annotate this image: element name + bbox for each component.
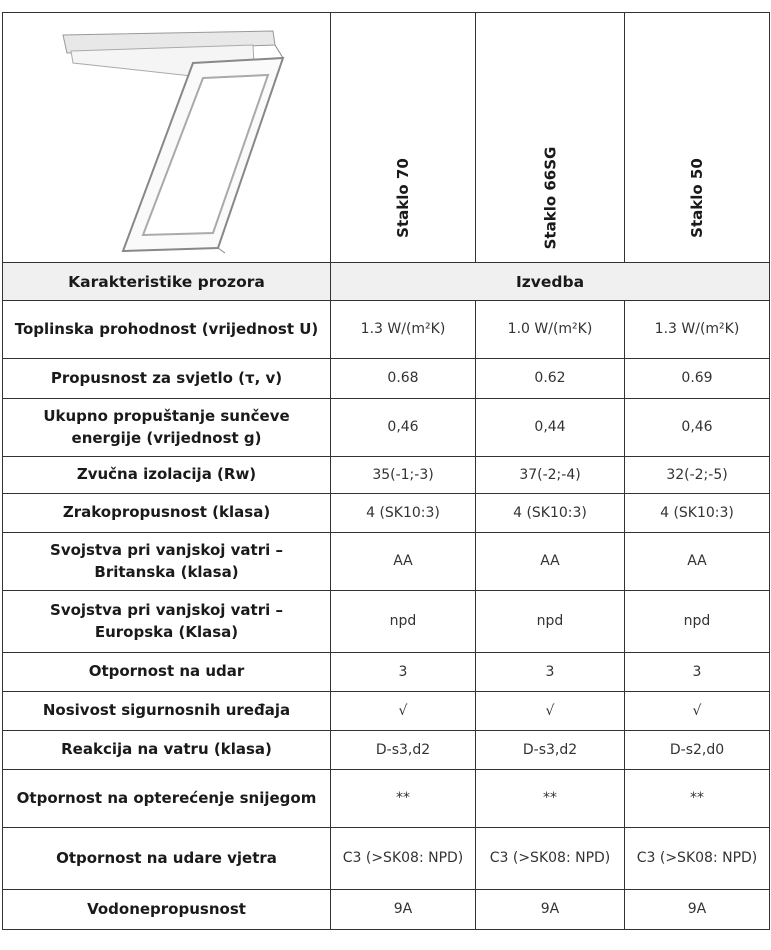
cell-value: D-s3,d2 xyxy=(476,731,625,770)
column-title: Staklo 50 xyxy=(688,158,706,238)
row-label: Otpornost na udar xyxy=(3,653,331,692)
table-row: Toplinska prohodnost (vrijednost U)1.3 W… xyxy=(3,301,770,359)
cell-value: D-s3,d2 xyxy=(331,731,476,770)
row-label: Svojstva pri vanjskoj vatri – Europska (… xyxy=(3,591,331,653)
section-value: Izvedba xyxy=(331,263,770,301)
cell-value: ** xyxy=(331,770,476,828)
row-label: Vodonepropusnost xyxy=(3,890,331,930)
product-image-cell xyxy=(3,13,331,263)
cell-value: AA xyxy=(331,533,476,591)
cell-value: √ xyxy=(476,692,625,731)
table-row: Otpornost na opterećenje snijegom****** xyxy=(3,770,770,828)
column-title: Staklo 66SG xyxy=(541,147,559,250)
cell-value: 0.69 xyxy=(625,359,770,399)
section-row: Karakteristike prozora Izvedba xyxy=(3,263,770,301)
cell-value: 0,46 xyxy=(331,399,476,457)
row-label: Otpornost na opterećenje snijegom xyxy=(3,770,331,828)
cell-value: npd xyxy=(476,591,625,653)
table-row: Zrakopropusnost (klasa)4 (SK10:3)4 (SK10… xyxy=(3,494,770,533)
cell-value: 0.68 xyxy=(331,359,476,399)
page: {"header": {"columns": ["Staklo 70", "St… xyxy=(0,0,771,950)
cell-value: 9A xyxy=(476,890,625,930)
cell-value: 1.0 W/(m²K) xyxy=(476,301,625,359)
cell-value: 1.3 W/(m²K) xyxy=(625,301,770,359)
column-header: Staklo 66SG xyxy=(476,13,625,263)
section-label: Karakteristike prozora xyxy=(3,263,331,301)
row-label: Ukupno propuštanje sunčeve energije (vri… xyxy=(3,399,331,457)
table-row: Svojstva pri vanjskoj vatri – Britanska … xyxy=(3,533,770,591)
cell-value: AA xyxy=(476,533,625,591)
cell-value: 32(-2;-5) xyxy=(625,457,770,494)
column-header: Staklo 70 xyxy=(331,13,476,263)
row-label: Zvučna izolacija (Rw) xyxy=(3,457,331,494)
cell-value: 4 (SK10:3) xyxy=(476,494,625,533)
table-row: Zvučna izolacija (Rw)35(-1;-3)37(-2;-4)3… xyxy=(3,457,770,494)
cell-value: npd xyxy=(331,591,476,653)
cell-value: C3 (>SK08: NPD) xyxy=(476,828,625,890)
column-title: Staklo 70 xyxy=(394,158,412,238)
cell-value: 37(-2;-4) xyxy=(476,457,625,494)
cell-value: 4 (SK10:3) xyxy=(331,494,476,533)
cell-value: ** xyxy=(476,770,625,828)
cell-value: 3 xyxy=(331,653,476,692)
cell-value: 0,44 xyxy=(476,399,625,457)
cell-value: 3 xyxy=(625,653,770,692)
spec-table: Staklo 70 Staklo 66SG Staklo 50 Karakter… xyxy=(2,12,770,930)
cell-value: ** xyxy=(625,770,770,828)
cell-value: C3 (>SK08: NPD) xyxy=(331,828,476,890)
cell-value: 3 xyxy=(476,653,625,692)
row-label: Zrakopropusnost (klasa) xyxy=(3,494,331,533)
table-row: Nosivost sigurnosnih uređaja√√√ xyxy=(3,692,770,731)
row-label: Otpornost na udare vjetra xyxy=(3,828,331,890)
cell-value: 1.3 W/(m²K) xyxy=(331,301,476,359)
table-row: Svojstva pri vanjskoj vatri – Europska (… xyxy=(3,591,770,653)
cell-value: C3 (>SK08: NPD) xyxy=(625,828,770,890)
column-header: Staklo 50 xyxy=(625,13,770,263)
table-row: Ukupno propuštanje sunčeve energije (vri… xyxy=(3,399,770,457)
row-label: Reakcija na vatru (klasa) xyxy=(3,731,331,770)
cell-value: 4 (SK10:3) xyxy=(625,494,770,533)
cell-value: √ xyxy=(625,692,770,731)
cell-value: 9A xyxy=(331,890,476,930)
row-label: Toplinska prohodnost (vrijednost U) xyxy=(3,301,331,359)
row-label: Propusnost za svjetlo (τ, v) xyxy=(3,359,331,399)
cell-value: 0.62 xyxy=(476,359,625,399)
cell-value: D-s2,d0 xyxy=(625,731,770,770)
cell-value: 9A xyxy=(625,890,770,930)
cell-value: npd xyxy=(625,591,770,653)
cell-value: AA xyxy=(625,533,770,591)
window-illustration xyxy=(43,23,293,258)
cell-value: 35(-1;-3) xyxy=(331,457,476,494)
row-label: Nosivost sigurnosnih uređaja xyxy=(3,692,331,731)
row-label: Svojstva pri vanjskoj vatri – Britanska … xyxy=(3,533,331,591)
cell-value: √ xyxy=(331,692,476,731)
cell-value: 0,46 xyxy=(625,399,770,457)
header-row: Staklo 70 Staklo 66SG Staklo 50 xyxy=(3,13,770,263)
